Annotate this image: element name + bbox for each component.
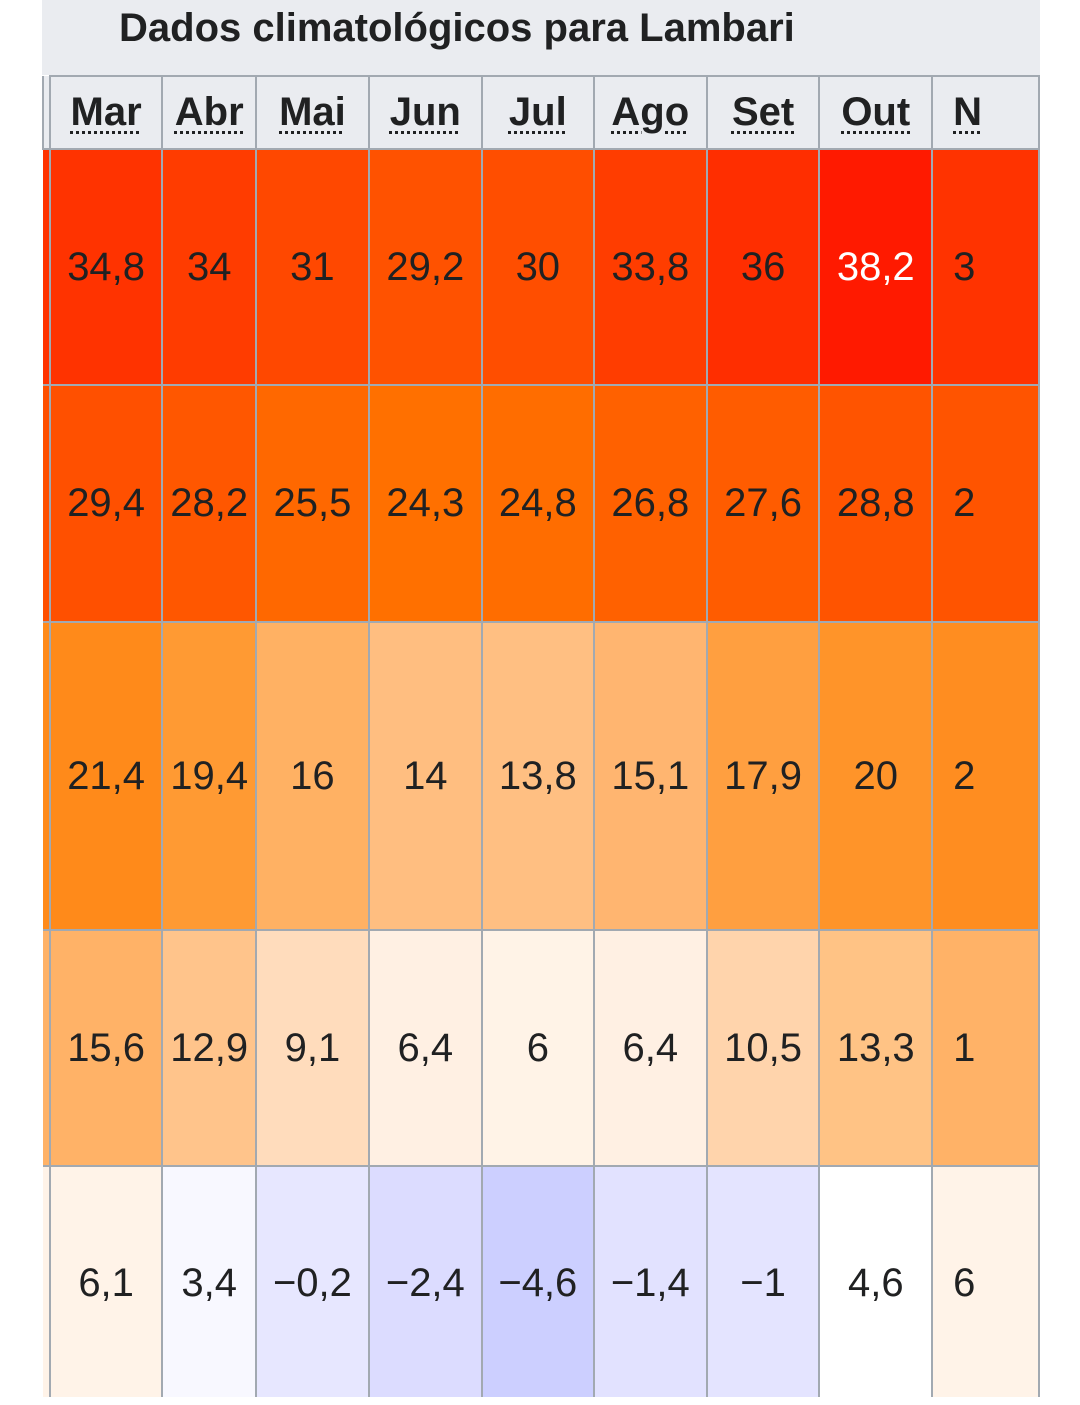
data-cell: 3: [931, 148, 1040, 386]
data-cell: 6: [480, 929, 595, 1167]
climate-table-viewport[interactable]: Dados climatológicos para Lambari Mar Ab…: [42, 0, 1040, 1397]
data-cell: 28,8: [818, 384, 934, 623]
data-cell: −4,6: [480, 1165, 595, 1397]
data-cell: −0,2: [254, 1165, 370, 1397]
header-month[interactable]: Set: [705, 75, 821, 150]
data-cell: 6,4: [367, 929, 483, 1167]
table-caption: Dados climatológicos para Lambari: [119, 6, 795, 50]
data-cell: 14: [367, 621, 483, 931]
data-row: 34,8 34 31 29,2 30 33,8 36 38,2 3: [43, 148, 1040, 386]
data-cell: 29,2: [367, 148, 483, 386]
header-month[interactable]: Mai: [254, 75, 370, 150]
data-row: 21,4 19,4 16 14 13,8 15,1 17,9 20 2: [43, 621, 1040, 931]
data-cell: 29,4: [48, 384, 164, 623]
data-cell: 4,6: [818, 1165, 934, 1397]
data-cell: 21,4: [48, 621, 164, 931]
data-cell: 20: [818, 621, 934, 931]
data-cell: 6,1: [48, 1165, 164, 1397]
header-month[interactable]: Jul: [480, 75, 595, 150]
header-month[interactable]: Abr: [161, 75, 257, 150]
header-spacer: [42, 76, 51, 149]
data-cell: 38,2: [818, 148, 934, 386]
data-cell: 36: [705, 148, 821, 386]
data-cell: 13,3: [818, 929, 934, 1167]
data-row: 15,6 12,9 9,1 6,4 6 6,4 10,5 13,3 1: [43, 929, 1040, 1167]
month-header-row: Mar Abr Mai Jun Jul Ago Set Out N: [42, 75, 1040, 150]
data-cell: 17,9: [705, 621, 821, 931]
row-leading-cell: [43, 384, 51, 623]
data-cell: −1,4: [592, 1165, 708, 1397]
data-cell: 2: [931, 384, 1040, 623]
data-cell: 15,1: [592, 621, 708, 931]
data-cell: 16: [254, 621, 370, 931]
data-cell: 28,2: [161, 384, 257, 623]
data-cell: −2,4: [367, 1165, 483, 1397]
climate-table-body: 34,8 34 31 29,2 30 33,8 36 38,2 3 29,4 28,2 25,5 24,…: [43, 148, 1040, 1397]
data-cell: 12,9: [161, 929, 257, 1167]
data-row: 29,4 28,2 25,5 24,3 24,8 26,8 27,6 28,8 2: [43, 384, 1040, 623]
data-cell: 3,4: [161, 1165, 257, 1397]
data-cell: 15,6: [48, 929, 164, 1167]
data-cell: 6: [931, 1165, 1040, 1397]
bottom-edge: [0, 1397, 1080, 1405]
data-cell: 13,8: [480, 621, 595, 931]
data-cell: 6,4: [592, 929, 708, 1167]
data-cell: 24,3: [367, 384, 483, 623]
data-cell: 27,6: [705, 384, 821, 623]
data-cell: 10,5: [705, 929, 821, 1167]
header-month[interactable]: Mar: [48, 75, 164, 150]
data-cell: 24,8: [480, 384, 595, 623]
data-cell: 31: [254, 148, 370, 386]
data-row: 6,1 3,4 −0,2 −2,4 −4,6 −1,4 −1 4,6 6: [43, 1165, 1040, 1397]
header-month[interactable]: Jun: [367, 75, 483, 150]
data-cell: 25,5: [254, 384, 370, 623]
table-caption-bar: Dados climatológicos para Lambari: [42, 0, 1040, 75]
header-month[interactable]: Out: [818, 75, 934, 150]
row-leading-cell: [43, 621, 51, 931]
data-cell: 33,8: [592, 148, 708, 386]
data-cell: 9,1: [254, 929, 370, 1167]
climate-table: Mar Abr Mai Jun Jul Ago Set Out N 34,8 34…: [42, 75, 1040, 1397]
header-month[interactable]: Ago: [592, 75, 708, 150]
row-leading-cell: [43, 148, 51, 386]
row-leading-cell: [43, 1165, 51, 1397]
data-cell: −1: [705, 1165, 821, 1397]
data-cell: 30: [480, 148, 595, 386]
header-month[interactable]: N: [931, 75, 1040, 150]
data-cell: 1: [931, 929, 1040, 1167]
data-cell: 34,8: [48, 148, 164, 386]
row-leading-cell: [43, 929, 51, 1167]
data-cell: 2: [931, 621, 1040, 931]
data-cell: 34: [161, 148, 257, 386]
data-cell: 19,4: [161, 621, 257, 931]
data-cell: 26,8: [592, 384, 708, 623]
